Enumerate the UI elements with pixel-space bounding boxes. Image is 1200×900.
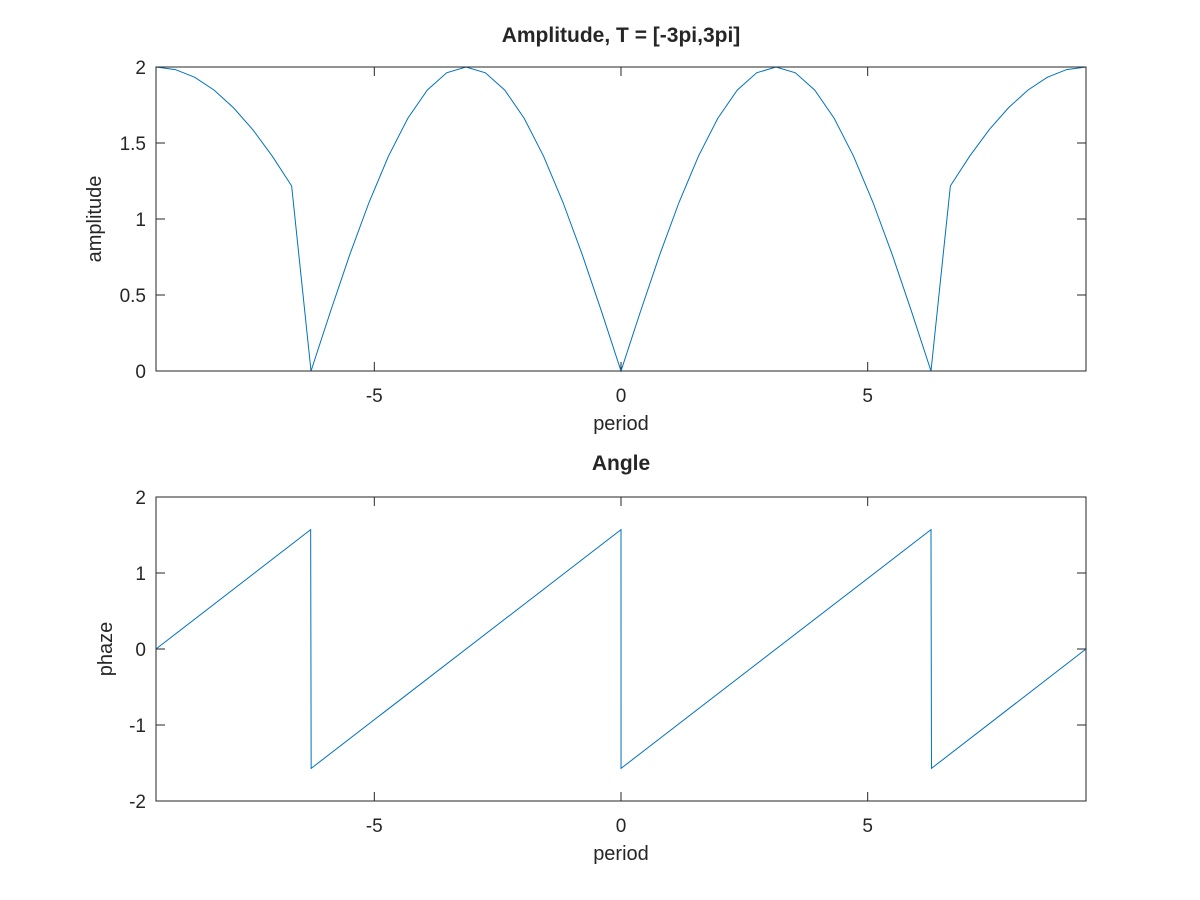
amplitude-plot-frame: [155, 66, 1087, 372]
amplitude-y-tick-label: 1: [135, 210, 146, 231]
angle-y-tick-label: 2: [135, 488, 146, 509]
amplitude-plot-title: Amplitude, T = [-3pi,3pi]: [502, 24, 741, 47]
angle-y-tick-label: 1: [135, 564, 146, 585]
angle-x-tick-label: 0: [616, 816, 627, 837]
angle-y-tick-label: 0: [135, 640, 146, 661]
amplitude-x-tick-label: 0: [616, 386, 627, 407]
angle-series-layer: [155, 528, 1087, 770]
angle-plot: Angle period phaze -5 0 5 -2 -1 0 1 2: [95, 452, 1087, 865]
amplitude-y-tick-label: 0.5: [120, 286, 146, 307]
amplitude-x-tick-label: 5: [862, 386, 873, 407]
amplitude-ticks: -5 0 5 0 0.5 1 1.5 2: [120, 58, 1086, 407]
amplitude-y-tick-label: 0: [135, 362, 146, 383]
angle-y-axis-label: phaze: [95, 622, 117, 677]
amplitude-plot: Amplitude, T = [-3pi,3pi] period amplitu…: [84, 24, 1087, 435]
angle-ticks: -5 0 5 -2 -1 0 1 2: [129, 488, 1086, 837]
amplitude-y-tick-label: 2: [135, 58, 146, 79]
angle-x-tick-label: 5: [862, 816, 873, 837]
amplitude-x-axis-label: period: [593, 413, 649, 435]
angle-y-tick-label: -1: [129, 716, 146, 737]
angle-y-tick-label: -2: [129, 792, 146, 813]
amplitude-y-axis-label: amplitude: [84, 176, 106, 263]
angle-plot-frame: [155, 496, 1087, 802]
angle-x-tick-label: -5: [366, 816, 383, 837]
angle-x-axis-label: period: [593, 843, 649, 865]
angle-series-line: [155, 528, 1087, 770]
amplitude-y-tick-label: 1.5: [120, 134, 146, 155]
amplitude-x-tick-label: -5: [366, 386, 383, 407]
angle-plot-title: Angle: [592, 452, 650, 475]
